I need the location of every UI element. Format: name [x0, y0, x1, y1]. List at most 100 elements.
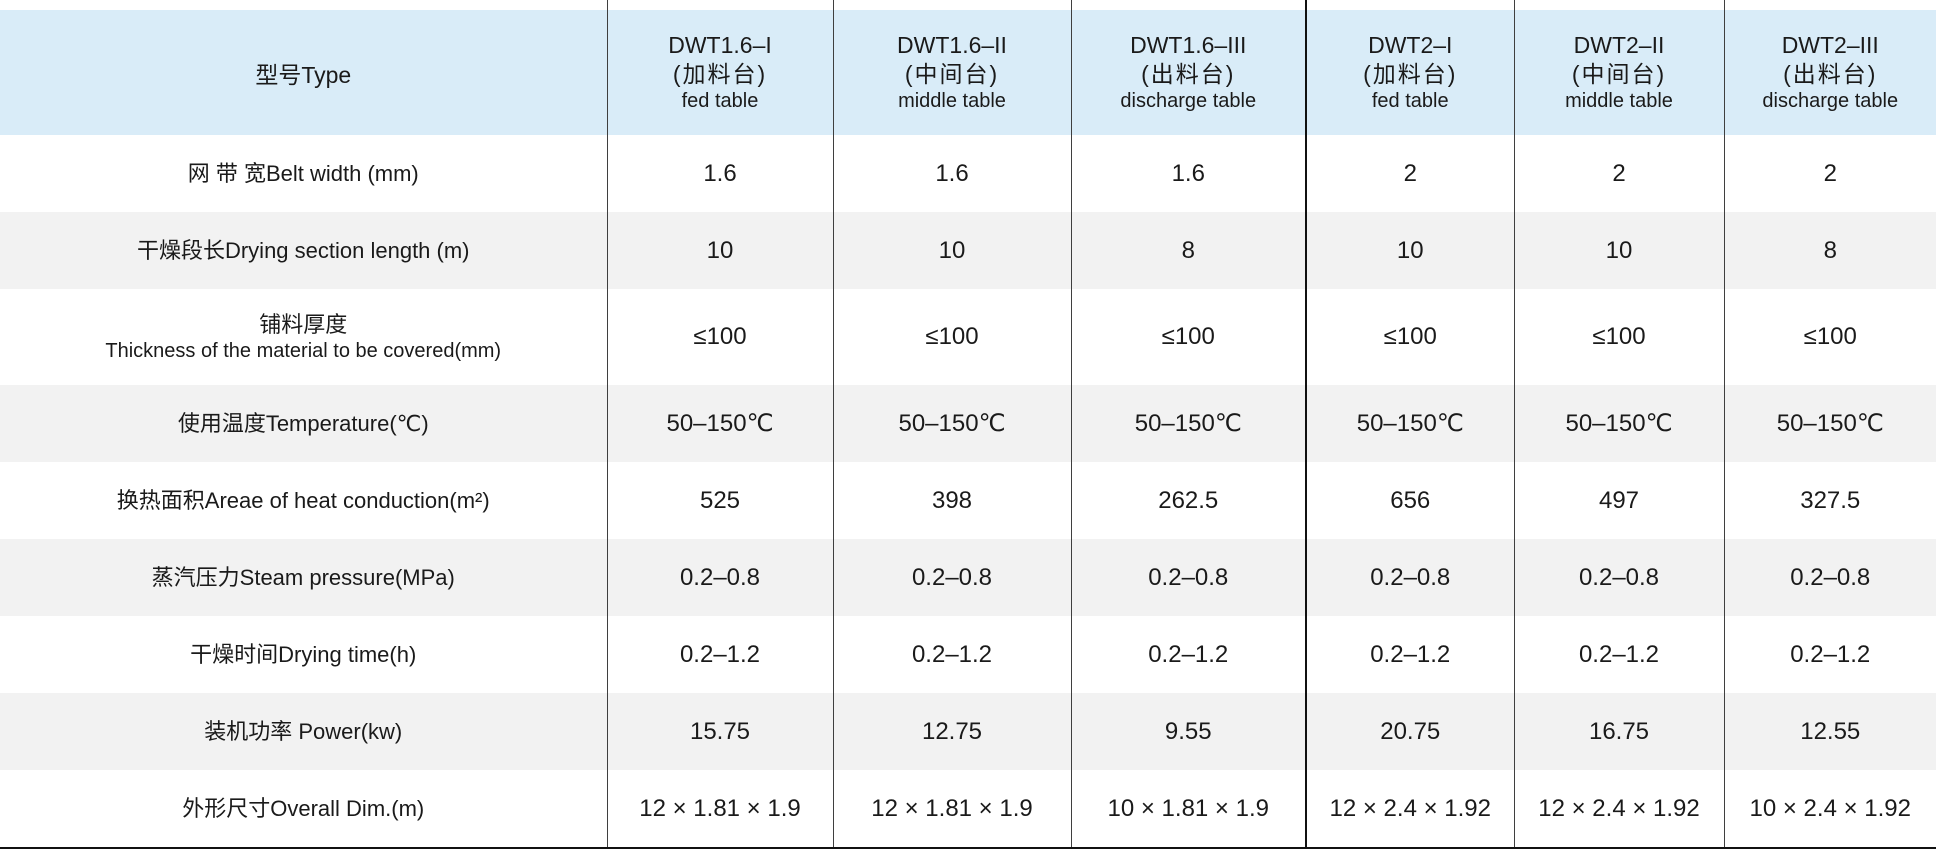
- spec-cell: 12 × 1.81 × 1.9: [832, 770, 1071, 848]
- column-model: DWT1.6–I: [668, 32, 772, 59]
- column-en-name: fed table: [1371, 89, 1449, 112]
- row-belt-width: 网 带 宽Belt width (mm) 1.6 1.6 1.6 2 2 2: [0, 135, 1936, 212]
- column-model: DWT2–II: [1573, 32, 1665, 59]
- spec-cell: 12.75: [832, 693, 1071, 770]
- column-header-dwt2-3: DWT2–III (出料台) discharge table: [1723, 10, 1936, 135]
- row-steam-pressure: 蒸汽压力Steam pressure(MPa) 0.2–0.8 0.2–0.8 …: [0, 539, 1936, 616]
- column-en-name: discharge table: [1120, 89, 1257, 112]
- corner-header-type: 型号Type: [0, 10, 607, 135]
- spec-cell: 2: [1723, 135, 1936, 212]
- spec-cell: 0.2–0.8: [1305, 539, 1514, 616]
- column-cn-name: (加料台): [1363, 61, 1458, 87]
- column-en-name: middle table: [1565, 89, 1673, 112]
- spec-cell: 50–150℃: [1070, 385, 1306, 462]
- spec-cell: 12 × 1.81 × 1.9: [606, 770, 833, 848]
- header-row: 型号Type DWT1.6–I (加料台) fed table DWT1.6–I…: [0, 10, 1936, 135]
- spec-cell: 262.5: [1070, 462, 1306, 539]
- spec-cell: 1.6: [832, 135, 1071, 212]
- spec-cell: 0.2–1.2: [1305, 616, 1514, 693]
- row-installed-power: 装机功率 Power(kw) 15.75 12.75 9.55 20.75 16…: [0, 693, 1936, 770]
- spec-cell: 656: [1305, 462, 1514, 539]
- spec-cell: 10: [606, 212, 833, 289]
- column-cn-name: (加料台): [672, 61, 768, 87]
- spec-cell: ≤100: [1723, 289, 1936, 385]
- row-label: 换热面积Areae of heat conduction(m²): [0, 462, 607, 539]
- spacer-cell: [1305, 0, 1514, 10]
- row-heat-conduction-area: 换热面积Areae of heat conduction(m²) 525 398…: [0, 462, 1936, 539]
- spec-cell: 0.2–0.8: [1723, 539, 1936, 616]
- column-cn-name: (中间台): [904, 61, 1000, 87]
- spacer-cell: [1513, 0, 1724, 10]
- spec-cell: 50–150℃: [1513, 385, 1724, 462]
- column-header-dwt1-6-2: DWT1.6–II (中间台) middle table: [832, 10, 1071, 135]
- spec-cell: 50–150℃: [1723, 385, 1936, 462]
- spacer-cell: [832, 0, 1071, 10]
- spec-cell: ≤100: [1513, 289, 1724, 385]
- row-label: 装机功率 Power(kw): [0, 693, 607, 770]
- spec-cell: 398: [832, 462, 1071, 539]
- column-en-name: middle table: [898, 89, 1006, 112]
- row-drying-section-length: 干燥段长Drying section length (m) 10 10 8 10…: [0, 212, 1936, 289]
- column-header-dwt2-2: DWT2–II (中间台) middle table: [1513, 10, 1724, 135]
- spec-cell: 10: [1305, 212, 1514, 289]
- row-label: 网 带 宽Belt width (mm): [0, 135, 607, 212]
- corner-header-label: 型号Type: [255, 61, 352, 88]
- spec-cell: 9.55: [1070, 693, 1306, 770]
- spec-cell: 0.2–1.2: [832, 616, 1071, 693]
- spec-cell: 497: [1513, 462, 1724, 539]
- spec-cell: ≤100: [606, 289, 833, 385]
- spec-cell: 16.75: [1513, 693, 1724, 770]
- column-header-dwt1-6-3: DWT1.6–III (出料台) discharge table: [1070, 10, 1306, 135]
- row-label: 使用温度Temperature(℃): [0, 385, 607, 462]
- spacer-cell: [1723, 0, 1936, 10]
- spec-cell: 525: [606, 462, 833, 539]
- spec-cell: 8: [1070, 212, 1306, 289]
- spec-cell: 10 × 1.81 × 1.9: [1070, 770, 1306, 848]
- row-temperature: 使用温度Temperature(℃) 50–150℃ 50–150℃ 50–15…: [0, 385, 1936, 462]
- spec-cell: 10 × 2.4 × 1.92: [1723, 770, 1936, 848]
- spacer-cell: [606, 0, 833, 10]
- row-label: 蒸汽压力Steam pressure(MPa): [0, 539, 607, 616]
- row-label: 外形尺寸Overall Dim.(m): [0, 770, 607, 848]
- spec-cell: 15.75: [606, 693, 833, 770]
- row-label: 铺料厚度 Thickness of the material to be cov…: [0, 289, 607, 385]
- top-spacer-row: [0, 0, 1936, 10]
- spec-cell: 0.2–0.8: [1513, 539, 1724, 616]
- spec-cell: 0.2–1.2: [606, 616, 833, 693]
- spacer-cell: [1070, 0, 1306, 10]
- spec-cell: 12.55: [1723, 693, 1936, 770]
- column-model: DWT1.6–II: [897, 32, 1007, 59]
- spec-cell: 50–150℃: [832, 385, 1071, 462]
- spec-cell: 0.2–1.2: [1513, 616, 1724, 693]
- row-label: 干燥段长Drying section length (m): [0, 212, 607, 289]
- spec-cell: 0.2–0.8: [606, 539, 833, 616]
- spec-cell: 0.2–1.2: [1723, 616, 1936, 693]
- column-en-name: discharge table: [1762, 89, 1899, 112]
- spec-cell: 0.2–0.8: [1070, 539, 1306, 616]
- row-overall-dimensions: 外形尺寸Overall Dim.(m) 12 × 1.81 × 1.9 12 ×…: [0, 770, 1936, 848]
- spec-cell: ≤100: [832, 289, 1071, 385]
- spacer-cell: [0, 0, 607, 10]
- spec-cell: 2: [1305, 135, 1514, 212]
- column-en-name: fed table: [681, 89, 759, 112]
- spec-cell: 10: [832, 212, 1071, 289]
- spec-cell: 1.6: [606, 135, 833, 212]
- spec-cell: 50–150℃: [606, 385, 833, 462]
- spec-cell: 8: [1723, 212, 1936, 289]
- row-label: 干燥时间Drying time(h): [0, 616, 607, 693]
- row-drying-time: 干燥时间Drying time(h) 0.2–1.2 0.2–1.2 0.2–1…: [0, 616, 1936, 693]
- column-cn-name: (中间台): [1571, 61, 1667, 87]
- spec-cell: ≤100: [1070, 289, 1306, 385]
- column-header-dwt1-6-1: DWT1.6–I (加料台) fed table: [606, 10, 833, 135]
- spec-cell: 327.5: [1723, 462, 1936, 539]
- spec-cell: 0.2–1.2: [1070, 616, 1306, 693]
- column-model: DWT2–I: [1368, 32, 1453, 59]
- spec-cell: 50–150℃: [1305, 385, 1514, 462]
- row-material-thickness: 铺料厚度 Thickness of the material to be cov…: [0, 289, 1936, 385]
- spec-cell: 2: [1513, 135, 1724, 212]
- column-cn-name: (出料台): [1783, 61, 1878, 87]
- spec-cell: 10: [1513, 212, 1724, 289]
- spec-cell: 1.6: [1070, 135, 1306, 212]
- column-header-dwt2-1: DWT2–I (加料台) fed table: [1305, 10, 1514, 135]
- column-cn-name: (出料台): [1141, 61, 1236, 87]
